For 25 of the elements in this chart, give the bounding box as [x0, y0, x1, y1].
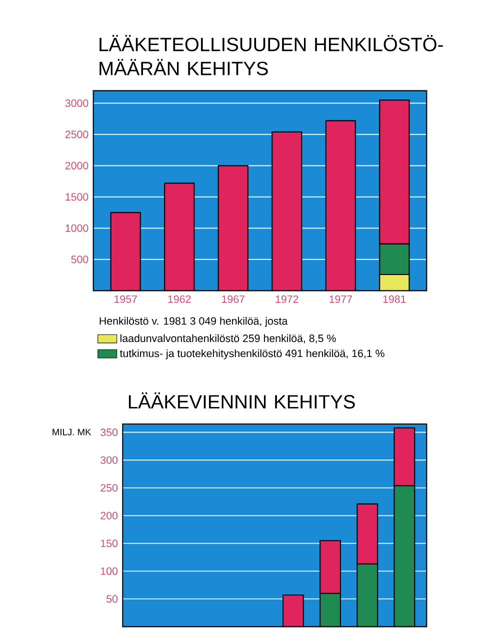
x-tick-label: 1957	[114, 295, 137, 303]
y-tick-label: 1000	[66, 224, 88, 232]
y-tick-label: 100	[100, 567, 118, 575]
x-tick-label: 1967	[222, 295, 244, 303]
legend-label: laadunvalvontahenkilöstö 259 henkilöä, 8,5 %	[120, 334, 336, 344]
y-tick-label: 3000	[65, 99, 88, 107]
y-tick-label: 200	[100, 512, 118, 520]
chart-title: LÄÄKETEOLLISUUDEN HENKILÖSTÖ-MÄÄRÄN KEHITYS	[100, 35, 443, 76]
y-tick-label: 250	[100, 484, 118, 492]
text: Henkilöstö v. 1981 3 049 henkilöä, josta	[100, 316, 288, 327]
y-tick-label: 2500	[65, 130, 88, 138]
y-tick-label: 150	[100, 540, 118, 548]
chart-title: LÄÄKEVIENNIN KEHITYS	[128, 392, 355, 409]
y-tick-label: 500	[71, 256, 88, 264]
x-tick-label: 1981	[383, 295, 406, 303]
x-tick-label: 1972	[276, 295, 298, 303]
y-axis-title: MILJ. MK	[52, 428, 92, 436]
y-tick-label: 2000	[65, 162, 88, 170]
y-tick-label: 300	[100, 456, 118, 464]
legend-label: tutkimus- ja tuotekehityshenkilöstö 491 henkilöä, 16,1 %	[120, 349, 384, 360]
y-tick-label: 50	[106, 595, 118, 603]
x-tick-label: 1962	[168, 295, 191, 303]
y-tick-label: 1500	[66, 193, 88, 201]
y-tick-label: 350	[100, 428, 118, 436]
x-tick-label: 1977	[330, 295, 352, 303]
